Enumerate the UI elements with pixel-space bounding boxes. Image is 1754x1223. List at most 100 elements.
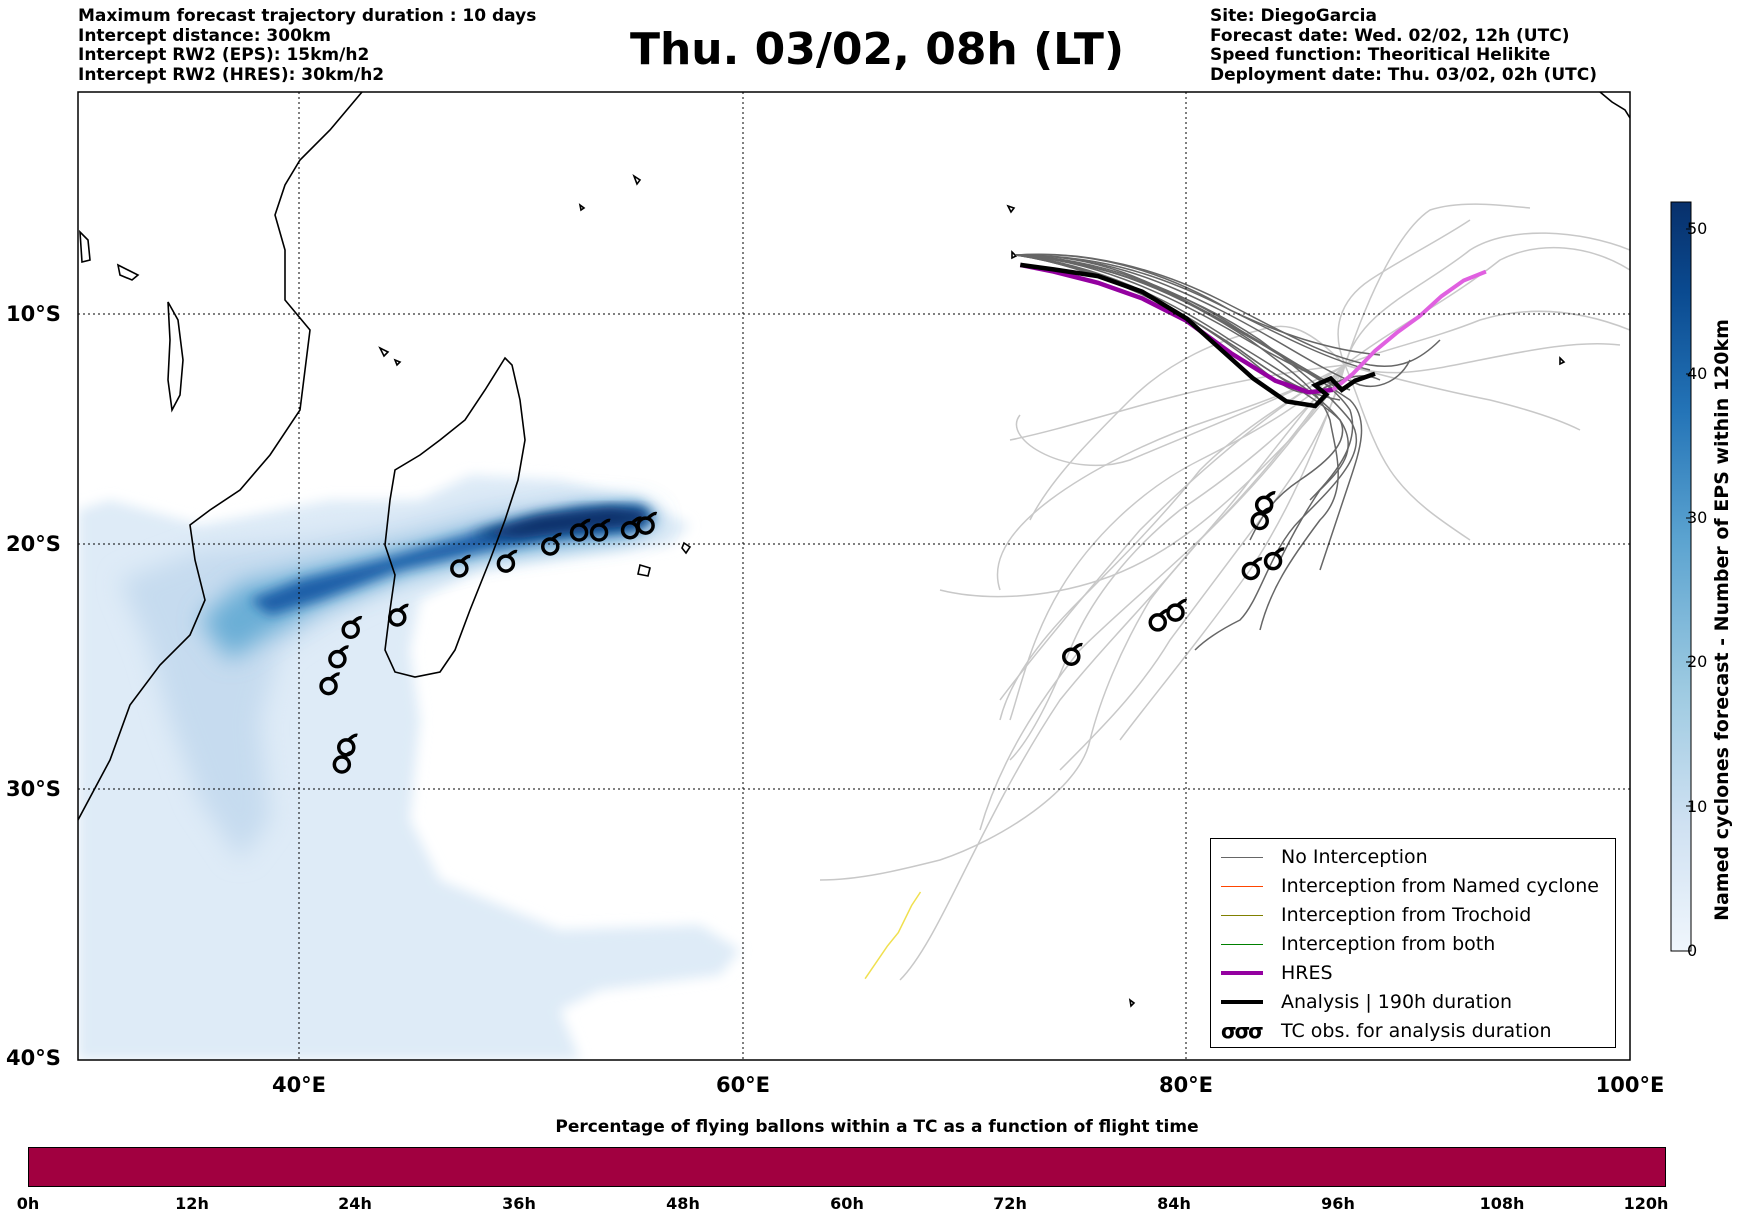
eps-colorbar <box>1670 201 1692 952</box>
flight-time-tick: 84h <box>1157 1194 1191 1213</box>
page-title: Thu. 03/02, 08h (LT) <box>629 24 1125 75</box>
tc-obs-tail <box>506 549 518 558</box>
cocos-islands <box>1559 356 1566 366</box>
lon-label-100e: 100°E <box>1595 1073 1665 1097</box>
ensemble-track <box>1015 253 1441 367</box>
tc-obs-ring <box>341 620 360 639</box>
tc-obs-tail <box>1260 507 1272 516</box>
tc-obs-symbol <box>450 554 471 578</box>
tc-obs-tail <box>1264 491 1276 500</box>
legend-item-trochoid: Interception from Trochoid <box>1221 901 1531 929</box>
intercept-distance-text: Intercept distance: 300km <box>78 25 331 46</box>
ensemble-track <box>899 364 1346 981</box>
tc-obs-symbol <box>388 603 409 627</box>
ensemble-track <box>1119 364 1346 741</box>
ensemble-track <box>1015 254 1363 571</box>
legend-swatch <box>1221 943 1263 945</box>
comoros <box>378 346 402 367</box>
tc-obs-symbol <box>1263 547 1285 571</box>
tc-obs-ring <box>541 537 560 556</box>
ensemble-track <box>1344 364 1581 431</box>
flight-time-tick: 36h <box>502 1194 536 1213</box>
mascarene-mauritius <box>681 541 692 555</box>
tc-obs-ring <box>388 608 407 627</box>
flight-time-tick: 48h <box>666 1194 700 1213</box>
colorbar-tick-label: 50 <box>1687 219 1708 238</box>
tc-obs-tail <box>579 518 591 527</box>
legend-swatch <box>1221 856 1263 858</box>
hres-track-continuation <box>1331 269 1487 392</box>
legend-item-both: Interception from both <box>1221 930 1495 958</box>
tc-obs-ring <box>319 676 338 696</box>
legend-item-no-interception: No Interception <box>1221 843 1428 871</box>
legend-label: No Interception <box>1281 846 1428 868</box>
lat-label-20s: 20°S <box>6 532 61 556</box>
legend-item-named-cyclone: Interception from Named cyclone <box>1221 872 1599 900</box>
tc-obs-symbol <box>332 750 354 774</box>
legend-item-analysis: Analysis | 190h duration <box>1221 988 1512 1016</box>
tc-observations <box>319 491 1285 774</box>
site-text: Site: DiegoGarcia <box>1210 6 1377 26</box>
legend-swatch <box>1221 914 1263 916</box>
tc-obs-icon: σσσ <box>1221 1019 1264 1043</box>
eps-density-field <box>78 475 740 1060</box>
tc-obs-symbol <box>541 532 562 556</box>
flight-time-tick: 60h <box>830 1194 864 1213</box>
ensemble-track <box>1344 232 1630 366</box>
tc-obs-tail <box>551 532 562 541</box>
ensemble-track <box>1344 203 1531 366</box>
ensemble-track <box>819 364 1346 881</box>
lon-label-40e: 40°E <box>271 1073 327 1097</box>
legend-swatch <box>1221 1000 1263 1004</box>
map-frame <box>77 91 1631 1061</box>
ensemble-track <box>1015 254 1354 501</box>
colorbar-tick-marks <box>1686 228 1691 807</box>
legend-swatch <box>1221 885 1263 887</box>
tc-obs-ring <box>620 520 640 540</box>
legend-label: HRES <box>1281 962 1333 984</box>
tc-obs-symbol <box>1241 557 1263 581</box>
tc-obs-symbol <box>496 549 518 573</box>
ensemble-track <box>1344 246 1630 366</box>
tc-obs-tail <box>342 750 354 759</box>
tc-obs-symbol <box>620 516 642 540</box>
tc-obs-ring <box>1241 561 1261 581</box>
colorbar-tick-label: 30 <box>1687 508 1708 527</box>
colorbar-tick-label: 0 <box>1687 941 1698 960</box>
ensemble-track <box>939 364 1346 598</box>
amsterdam-island <box>1128 998 1136 1008</box>
tc-obs-tail <box>630 516 642 525</box>
ensemble-track <box>1015 364 1346 467</box>
tc-obs-ring <box>1166 603 1185 622</box>
tc-obs-tail <box>329 672 341 681</box>
chagos <box>1006 204 1018 260</box>
ensemble-track <box>1344 364 1471 541</box>
legend-item-hres: HRES <box>1221 959 1333 987</box>
gridlines <box>78 92 1630 1060</box>
sumatra-tip <box>1599 92 1630 119</box>
ensemble-track <box>1029 325 1346 521</box>
forecast-parameters: Maximum forecast trajectory duration : 1… <box>78 6 536 85</box>
tc-obs-symbol <box>1148 608 1170 632</box>
legend-label: Interception from Trochoid <box>1281 904 1532 926</box>
site-info: Site: DiegoGarcia Forecast date: Wed. 02… <box>1210 6 1597 85</box>
tc-obs-ring <box>1062 647 1081 666</box>
tc-obs-tail <box>347 733 358 742</box>
ensemble-track <box>1009 364 1346 761</box>
speed-function-text: Speed function: Theoritical Helikite <box>1210 45 1551 65</box>
lat-label-40s: 40°S <box>6 1046 61 1070</box>
ensemble-track <box>1344 342 1621 374</box>
flight-time-bar-title: Percentage of flying ballons within a TC… <box>555 1117 1199 1137</box>
lake-victoria <box>79 229 91 264</box>
tc-obs-ring <box>496 554 516 573</box>
legend-swatch <box>1221 971 1263 975</box>
legend-label: Interception from Named cyclone <box>1281 875 1599 897</box>
tc-obs-ring <box>1148 613 1167 632</box>
light-trajectories <box>819 203 1630 981</box>
yellow-interception-track <box>864 891 922 980</box>
tc-obs-symbol <box>319 672 341 696</box>
ensemble-track <box>1059 364 1346 771</box>
tc-obs-symbol <box>569 518 591 542</box>
tc-obs-tail <box>1273 547 1285 556</box>
